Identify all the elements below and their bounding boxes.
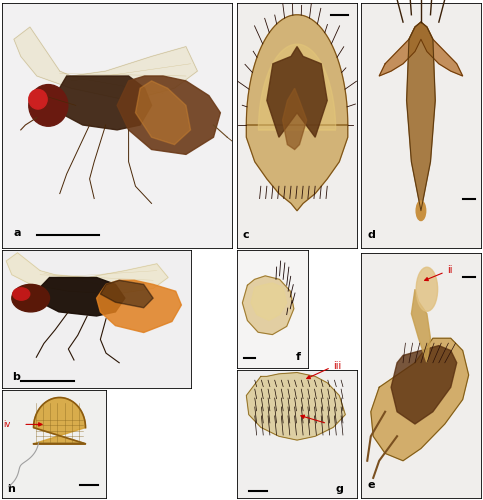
Polygon shape: [117, 76, 220, 154]
Polygon shape: [371, 338, 469, 461]
Polygon shape: [14, 27, 198, 101]
Circle shape: [29, 90, 47, 109]
Polygon shape: [246, 15, 348, 211]
Text: iv: iv: [3, 420, 11, 429]
Polygon shape: [34, 398, 85, 444]
Text: f: f: [295, 352, 300, 362]
Polygon shape: [258, 44, 336, 130]
Polygon shape: [135, 81, 190, 144]
Circle shape: [13, 288, 30, 300]
Polygon shape: [251, 283, 287, 321]
Polygon shape: [55, 76, 152, 130]
Polygon shape: [100, 280, 153, 307]
Polygon shape: [36, 278, 125, 316]
Text: e: e: [367, 480, 375, 490]
Text: a: a: [14, 228, 21, 237]
Polygon shape: [407, 22, 435, 211]
Text: g: g: [336, 484, 343, 494]
Polygon shape: [267, 46, 327, 137]
Polygon shape: [97, 280, 182, 332]
Polygon shape: [412, 289, 430, 363]
Circle shape: [12, 284, 49, 312]
Text: b: b: [12, 372, 20, 382]
Text: iii: iii: [333, 361, 341, 371]
Polygon shape: [391, 346, 457, 424]
Polygon shape: [379, 22, 463, 76]
Polygon shape: [6, 253, 168, 294]
Text: ii: ii: [447, 264, 453, 274]
Circle shape: [29, 84, 68, 126]
Text: d: d: [367, 230, 375, 240]
Text: c: c: [242, 230, 249, 240]
Polygon shape: [246, 372, 345, 440]
Text: h: h: [8, 484, 15, 494]
Circle shape: [416, 201, 426, 220]
Polygon shape: [242, 276, 294, 334]
Circle shape: [416, 267, 438, 312]
Polygon shape: [283, 88, 307, 150]
